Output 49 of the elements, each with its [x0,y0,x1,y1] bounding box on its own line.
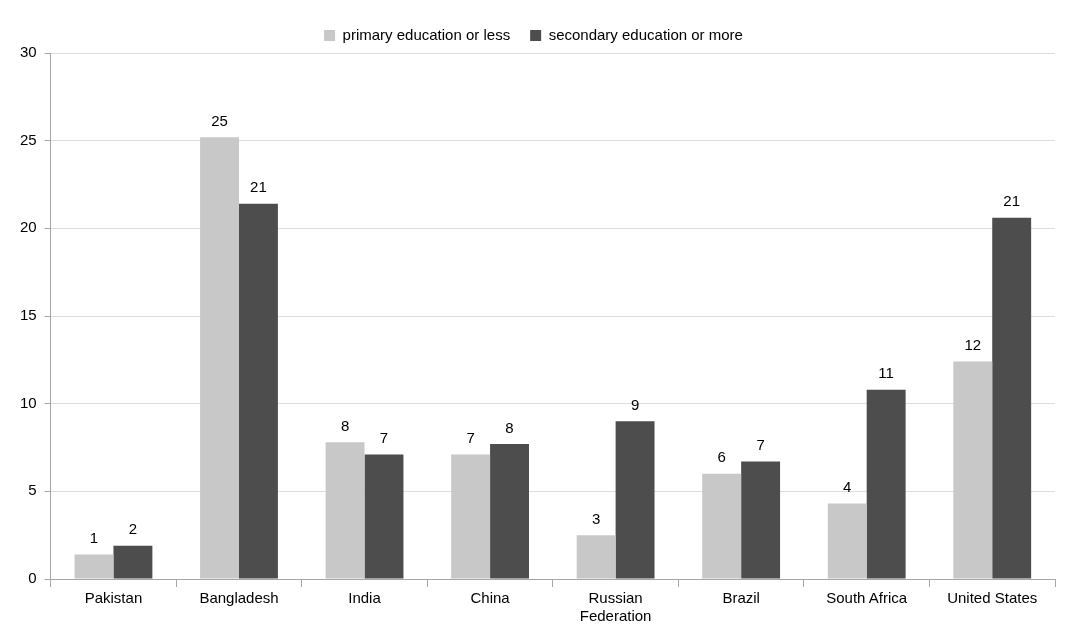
bar [490,443,529,579]
bar [74,554,114,579]
bar [325,442,365,579]
data-label: 4 [843,478,852,496]
legend-label: secondary education or more [548,25,743,43]
bar [827,503,867,579]
x-tick-label: Brazil [722,589,760,607]
legend-label: primary education or less [342,25,511,43]
data-label: 2 [128,520,138,538]
data-label: 7 [466,429,475,447]
bar [866,389,906,579]
data-label: 1 [89,529,99,547]
bar [238,203,278,579]
x-tick-label: China [470,589,511,607]
data-label: 8 [340,416,350,434]
bar [702,473,742,579]
y-tick-label: 10 [20,393,37,411]
bar [741,461,781,579]
data-label: 21 [250,178,267,196]
x-tick-label: Russian Federation [579,589,652,625]
bar [364,454,404,579]
bar [953,361,993,579]
x-tick-label: India [348,589,382,607]
data-label: 21 [1003,192,1021,210]
data-label: 8 [505,418,514,436]
bar [992,217,1032,579]
y-tick-label: 25 [20,130,37,148]
data-label: 11 [878,364,894,382]
data-label: 3 [591,509,601,527]
bar [200,137,239,579]
y-tick-label: 15 [20,306,37,324]
data-label: 12 [964,336,982,354]
x-tick-label: Bangladesh [199,589,279,607]
bar [576,535,616,579]
bar [113,545,153,579]
x-tick-label: South Africa [826,589,908,607]
y-tick-label: 20 [20,218,37,236]
bar [615,421,655,579]
x-tick-label: Pakistan [84,589,143,607]
y-tick-label: 30 [20,43,37,61]
bar [451,454,491,579]
data-label: 6 [717,448,726,466]
data-label: 7 [379,429,389,447]
y-tick-label: 5 [28,481,37,499]
y-tick-label: 0 [28,569,37,587]
x-tick-label: United States [947,589,1038,607]
data-label: 9 [630,395,640,413]
data-label: 7 [756,436,765,454]
data-label: 25 [211,111,228,129]
